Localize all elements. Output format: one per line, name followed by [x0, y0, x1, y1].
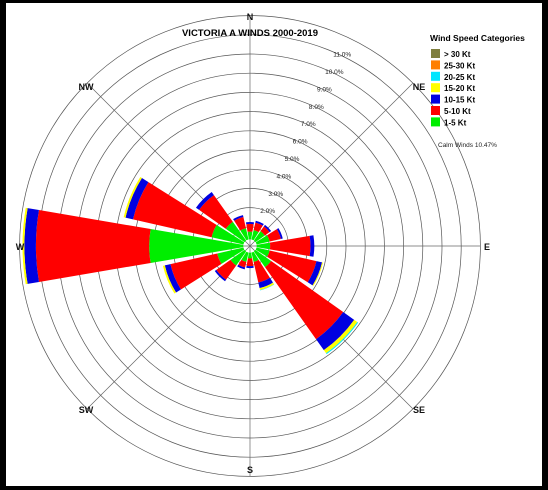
- radial-tick-label: 7.0%: [301, 121, 316, 128]
- petal-segment: [251, 230, 259, 241]
- direction-label-nw: NW: [79, 82, 94, 92]
- wind-petals: [22, 176, 359, 355]
- chart-panel: 2.0% 3.0% 4.0% 5.0% 6.0% 7.0% 8.0% 9.0% 10.0% 11.…: [6, 3, 542, 486]
- petal-segment: [238, 259, 247, 268]
- petal-segment: [164, 264, 181, 293]
- grid-spoke: [249, 82, 414, 247]
- petal-segment: [255, 220, 264, 226]
- petal-segment: [253, 259, 270, 283]
- legend-swatch: [431, 49, 440, 58]
- petal-segment: [170, 253, 222, 290]
- legend-swatch: [431, 94, 440, 104]
- petal-segment: [256, 242, 271, 250]
- petal-segment: [132, 182, 217, 238]
- petal-segment: [276, 228, 283, 239]
- radial-tick-label: 3.0%: [268, 191, 283, 198]
- petal-segment: [267, 250, 317, 283]
- petal-segment: [233, 215, 244, 221]
- radial-tick-label: 2.0%: [260, 208, 275, 215]
- petal-segment: [255, 247, 270, 257]
- petal-segment: [162, 265, 177, 294]
- direction-label-se: SE: [413, 405, 425, 415]
- legend-swatch: [431, 71, 440, 81]
- petal-segment: [258, 277, 274, 289]
- radial-tick-label: 5.0%: [285, 156, 300, 163]
- petal-segment: [245, 222, 255, 225]
- petal-segment: [307, 261, 323, 286]
- legend-swatch: [431, 117, 440, 127]
- radial-tick-label: 6.0%: [293, 139, 308, 146]
- petal-segment: [264, 260, 344, 340]
- petal-segment: [259, 282, 275, 290]
- radial-tick-label: 10.0%: [325, 69, 344, 76]
- legend-title: Wind Speed Categories: [430, 33, 525, 43]
- direction-label-sw: SW: [79, 405, 94, 415]
- legend-swatch: [431, 83, 440, 93]
- direction-labels: N NE E SE S SW W NW: [16, 12, 490, 475]
- petal-segment: [251, 251, 259, 262]
- petal-segment: [237, 264, 246, 270]
- petal-segment: [149, 229, 244, 263]
- direction-label-n: N: [247, 12, 254, 22]
- petal-segment: [24, 208, 39, 284]
- petal-segment: [123, 176, 142, 218]
- petal-segment: [195, 191, 214, 210]
- direction-label-s: S: [247, 465, 253, 475]
- wind-rose-chart: 2.0% 3.0% 4.0% 5.0% 6.0% 7.0% 8.0% 9.0% 10.0% 11.…: [16, 12, 525, 477]
- petal-segment: [22, 207, 28, 285]
- radial-tick-label: 11.0%: [333, 52, 351, 59]
- petal-segment: [263, 224, 272, 233]
- petal-segment: [253, 231, 265, 243]
- direction-label-w: W: [16, 242, 25, 252]
- radial-tick-label: 9.0%: [317, 86, 332, 93]
- legend-swatch: [431, 106, 440, 115]
- radial-tick-label: 4.0%: [276, 173, 291, 180]
- petal-segment: [267, 229, 281, 242]
- petal-segment: [260, 226, 270, 236]
- petal-segment: [323, 319, 358, 354]
- petal-segment: [247, 231, 253, 240]
- petal-segment: [216, 259, 237, 280]
- petal-segment: [217, 247, 245, 264]
- legend-entry-label: 20-25 Kt: [444, 73, 475, 82]
- petal-segment: [225, 221, 247, 243]
- petal-segment: [309, 235, 315, 257]
- petal-segment: [247, 252, 253, 259]
- petal-segment: [211, 225, 245, 245]
- petal-segment: [269, 235, 311, 257]
- petal-segment: [246, 265, 254, 269]
- legend-swatch: [431, 60, 440, 70]
- petal-segment: [125, 178, 149, 220]
- petal-segment: [255, 235, 270, 245]
- legend-entry-label: 25-30 Kt: [444, 61, 475, 70]
- legend: Wind Speed Categories > 30 Kt 25-30 Kt 20-…: [430, 33, 525, 127]
- petal-segment: [241, 251, 249, 262]
- petal-segment: [214, 269, 227, 282]
- petal-segment: [35, 210, 151, 282]
- petal-segment: [316, 312, 355, 351]
- direction-label-e: E: [484, 242, 490, 252]
- legend-entry-label: 1-5 Kt: [444, 118, 467, 127]
- petal-segment: [246, 258, 254, 267]
- petal-segment: [246, 223, 254, 232]
- radial-tick-label: 8.0%: [309, 104, 324, 111]
- legend-entry-label: 10-15 Kt: [444, 96, 475, 105]
- petal-segment: [253, 222, 263, 233]
- petal-segment: [260, 284, 275, 291]
- chart-title: VICTORIA A WINDS 2000-2019: [182, 28, 318, 39]
- petal-segment: [199, 195, 233, 229]
- petal-segment: [230, 249, 247, 266]
- legend-entry-label: 15-20 Kt: [444, 84, 475, 93]
- petal-segment: [312, 262, 324, 286]
- legend-entry-label: > 30 Kt: [444, 50, 471, 59]
- petal-segment: [234, 216, 246, 231]
- radial-tick-labels: 2.0% 3.0% 4.0% 5.0% 6.0% 7.0% 8.0% 9.0% 10.0% 11.…: [260, 52, 351, 216]
- calm-winds-label: Calm Winds 10.47%: [438, 142, 497, 149]
- legend-entry-label: 5-10 Kt: [444, 107, 471, 116]
- petal-segment: [253, 249, 272, 268]
- petal-segment: [240, 228, 249, 241]
- direction-label-ne: NE: [413, 82, 426, 92]
